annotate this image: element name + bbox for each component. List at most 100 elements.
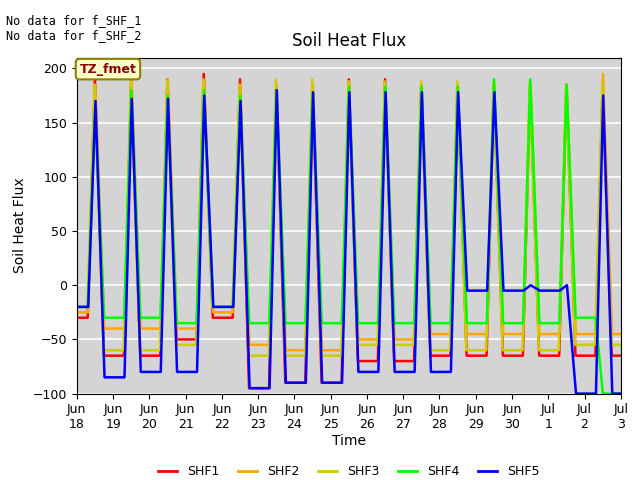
SHF1 xyxy=(374,358,381,364)
SHF5 xyxy=(246,385,253,391)
SHF5 xyxy=(572,391,580,396)
SHF3 xyxy=(635,82,640,87)
SHF1 xyxy=(463,353,470,359)
SHF2 xyxy=(237,82,244,87)
SHF4 xyxy=(345,84,353,90)
SHF3 xyxy=(192,342,200,348)
SHF5 xyxy=(200,93,208,98)
SHF2 xyxy=(520,331,527,337)
SHF2 xyxy=(193,326,201,332)
SHF2 xyxy=(92,82,99,87)
SHF3 xyxy=(337,353,345,359)
SHF1 xyxy=(156,353,164,359)
SHF4 xyxy=(418,84,426,90)
SHF3 xyxy=(535,348,543,353)
SHF4 xyxy=(572,315,579,321)
SHF4 xyxy=(390,320,398,326)
SHF2 xyxy=(282,348,289,353)
SHF4 xyxy=(127,87,135,93)
SHF4 xyxy=(381,84,389,90)
SHF2 xyxy=(157,326,164,332)
SHF1 xyxy=(483,353,490,359)
SHF1 xyxy=(173,336,180,342)
SHF1 xyxy=(417,82,425,87)
SHF5 xyxy=(483,288,491,293)
SHF3 xyxy=(120,348,127,353)
SHF3 xyxy=(555,348,563,353)
SHF4 xyxy=(608,391,616,396)
SHF1 xyxy=(410,358,418,364)
SHF3 xyxy=(83,304,91,310)
SHF4 xyxy=(592,315,600,321)
SHF2 xyxy=(463,331,471,337)
SHF2 xyxy=(572,331,580,337)
SHF4 xyxy=(463,320,470,326)
SHF4 xyxy=(499,320,507,326)
SHF1 xyxy=(338,380,346,385)
SHF1 xyxy=(635,82,640,87)
SHF4 xyxy=(309,89,317,95)
SHF1 xyxy=(535,353,543,359)
Title: Soil Heat Flux: Soil Heat Flux xyxy=(292,33,406,50)
Y-axis label: Soil Heat Flux: Soil Heat Flux xyxy=(13,178,27,274)
SHF2 xyxy=(454,82,462,87)
SHF5 xyxy=(318,380,326,385)
SHF2 xyxy=(338,348,346,353)
SHF2 xyxy=(355,336,362,342)
SHF3 xyxy=(281,353,289,359)
SHF3 xyxy=(100,348,108,353)
SHF2 xyxy=(229,310,237,315)
SHF3 xyxy=(354,342,362,348)
SHF4 xyxy=(245,320,253,326)
SHF3 xyxy=(72,304,80,310)
SHF1 xyxy=(127,76,135,82)
Line: SHF4: SHF4 xyxy=(77,79,640,394)
SHF5 xyxy=(92,98,99,104)
SHF4 xyxy=(120,315,128,321)
SHF4 xyxy=(73,304,81,310)
SHF5 xyxy=(309,89,317,95)
SHF4 xyxy=(266,320,273,326)
SHF4 xyxy=(519,320,527,326)
SHF2 xyxy=(137,326,145,332)
SHF1 xyxy=(591,353,599,359)
SHF4 xyxy=(273,87,280,93)
SHF3 xyxy=(562,82,570,87)
SHF4 xyxy=(628,391,636,396)
SHF3 xyxy=(156,348,164,353)
SHF4 xyxy=(536,320,543,326)
SHF5 xyxy=(636,93,640,98)
SHF1 xyxy=(490,82,498,87)
SHF3 xyxy=(526,79,534,84)
SHF5 xyxy=(536,288,543,293)
SHF1 xyxy=(301,380,309,385)
SHF3 xyxy=(483,348,490,353)
SHF1 xyxy=(273,82,280,87)
SHF5 xyxy=(193,369,201,375)
Legend: SHF1, SHF2, SHF3, SHF4, SHF5: SHF1, SHF2, SHF3, SHF4, SHF5 xyxy=(154,460,544,480)
SHF2 xyxy=(483,331,491,337)
SHF3 xyxy=(228,304,236,310)
SHF2 xyxy=(563,82,571,87)
SHF3 xyxy=(426,348,434,353)
SHF1 xyxy=(317,380,325,385)
SHF4 xyxy=(318,320,326,326)
SHF3 xyxy=(417,79,425,84)
SHF3 xyxy=(572,342,579,348)
SHF4 xyxy=(92,109,99,115)
SHF4 xyxy=(209,304,217,310)
SHF2 xyxy=(628,331,636,337)
SHF3 xyxy=(453,79,461,84)
SHF5 xyxy=(463,288,471,293)
SHF2 xyxy=(120,326,128,332)
SHF5 xyxy=(520,288,527,293)
SHF2 xyxy=(608,331,616,337)
SHF1 xyxy=(526,82,534,87)
SHF4 xyxy=(200,87,208,93)
SHF3 xyxy=(236,82,243,87)
SHF2 xyxy=(74,310,81,315)
SHF3 xyxy=(308,76,316,82)
SHF4 xyxy=(556,320,563,326)
SHF1 xyxy=(91,76,99,82)
SHF4 xyxy=(599,391,607,396)
